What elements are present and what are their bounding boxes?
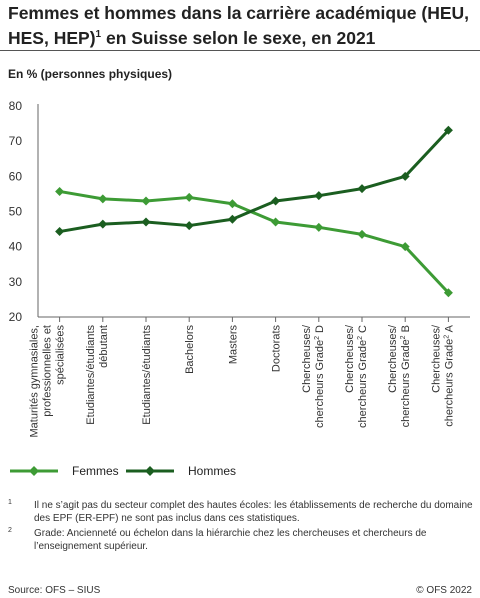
data-point-hommes (98, 219, 108, 229)
footnote-2: 2 Grade: Ancienneté ou échelon dans la h… (8, 527, 474, 553)
footnote-1: 1 Il ne s’agit pas du secteur complet de… (8, 499, 474, 525)
x-category-label: Chercheuses/chercheurs Grade2 A (430, 324, 455, 427)
x-category-label: Masters (227, 325, 239, 365)
legend-label-hommes: Hommes (188, 464, 237, 478)
footnote-2-text: Grade: Ancienneté ou échelon dans la hié… (34, 528, 427, 552)
y-tick-label: 80 (9, 99, 23, 113)
series-line-hommes (59, 129, 450, 234)
data-point-hommes (184, 221, 194, 231)
data-point-femmes (98, 194, 108, 204)
copyright-note: © OFS 2022 (416, 585, 472, 596)
footnote-2-number: 2 (8, 527, 12, 534)
y-tick-label: 70 (9, 134, 23, 148)
x-category-label: Chercheuses/chercheurs Grade2 D (301, 324, 326, 428)
footnotes: 1 Il ne s’agit pas du secteur complet de… (8, 499, 474, 555)
data-point-femmes (357, 229, 367, 239)
data-point-femmes (227, 199, 237, 209)
x-category-label: Etudiantes/étudiantsdébutant (85, 325, 110, 425)
data-point-femmes (400, 242, 410, 252)
legend-swatch-hommes (126, 466, 174, 476)
legend-item-hommes: Hommes (124, 464, 236, 478)
y-tick-label: 40 (9, 240, 23, 254)
y-tick-label: 30 (9, 275, 23, 289)
x-category-label: Doctorats (271, 325, 283, 373)
chart-title-text: Femmes et hommes dans la carrière académ… (8, 3, 470, 48)
legend-item-femmes: Femmes (8, 464, 119, 478)
y-tick-label: 50 (9, 205, 23, 219)
data-point-femmes (443, 288, 453, 298)
data-point-hommes (443, 125, 453, 135)
chart-legend: Femmes Hommes (0, 464, 480, 484)
source-note: Source: OFS – SIUS (8, 585, 101, 596)
line-chart: 20 30 40 50 60 70 80 Maturités gymnasiales,prof… (9, 99, 470, 438)
data-point-hommes (55, 227, 65, 237)
chart-title: Femmes et hommes dans la carrière académ… (8, 2, 474, 49)
title-divider (0, 50, 480, 51)
x-category-label: Etudiantes/étudiants (141, 325, 153, 425)
title-footnote-marker: 1 (95, 29, 102, 40)
x-category-label: Maturités gymnasiales,professionnelles e… (29, 325, 67, 438)
x-category-label: Chercheuses/chercheurs Grade2 B (387, 324, 412, 427)
data-point-hommes (227, 214, 237, 224)
y-axis-unit-label: En % (personnes physiques) (8, 67, 173, 81)
footnote-1-text: Il ne s’agit pas du secteur complet des … (34, 500, 473, 524)
legend-swatch-femmes (10, 466, 58, 476)
x-category-label: Bachelors (184, 325, 196, 374)
data-point-hommes (314, 191, 324, 201)
data-point-femmes (141, 196, 151, 206)
chart-title-suffix: en Suisse selon le sexe, en 2021 (101, 28, 376, 48)
data-point-femmes (55, 186, 65, 196)
data-point-femmes (271, 217, 281, 227)
x-category-label: Chercheuses/chercheurs Grade2 C (344, 324, 369, 428)
legend-label-femmes: Femmes (72, 464, 119, 478)
data-point-femmes (314, 222, 324, 232)
data-point-hommes (271, 196, 281, 206)
data-point-hommes (400, 171, 410, 181)
data-point-hommes (141, 217, 151, 227)
data-point-femmes (184, 192, 194, 202)
y-tick-label: 60 (9, 169, 23, 183)
data-point-hommes (357, 184, 367, 194)
y-tick-label: 20 (9, 310, 23, 324)
footnote-1-number: 1 (8, 499, 12, 506)
series-line-femmes (59, 189, 450, 294)
